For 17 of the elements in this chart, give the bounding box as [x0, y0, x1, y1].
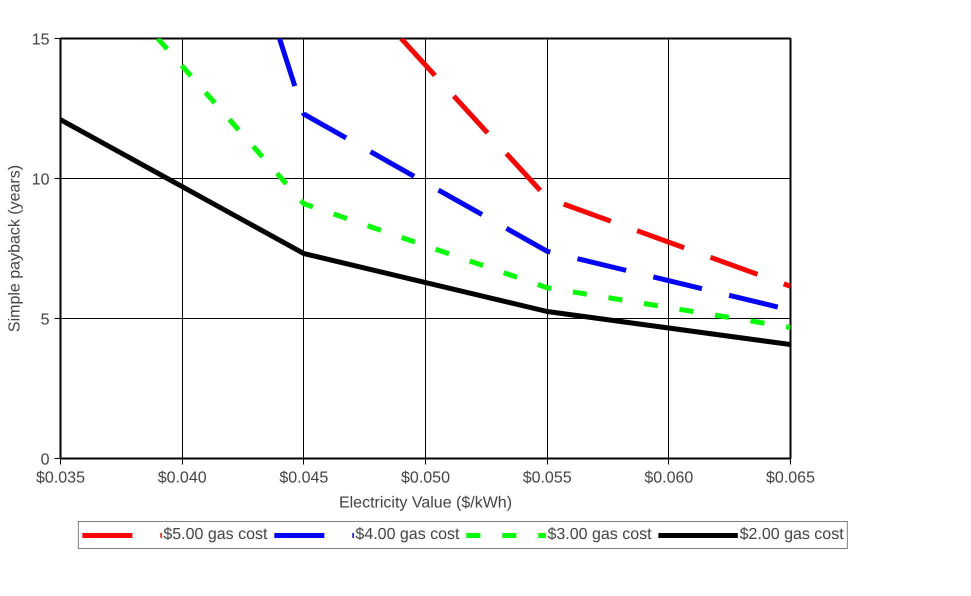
legend-label: $2.00 gas cost [740, 526, 844, 544]
x-tick-label: $0.035 [36, 470, 86, 486]
x-axis-title: Electricity Value ($/kWh) [338, 494, 512, 512]
y-tick-label: 15 [32, 32, 50, 48]
y-tick-label: 5 [40, 312, 50, 328]
legend-label: $4.00 gas cost [355, 526, 460, 544]
legend-label: $5.00 gas cost [163, 526, 268, 544]
x-tick-label: $0.050 [401, 470, 450, 486]
y-tick-label: 0 [40, 452, 50, 468]
x-tick-label: $0.045 [279, 470, 328, 486]
x-tick-label: $0.065 [766, 470, 816, 486]
x-tick-label: $0.055 [522, 470, 572, 486]
y-axis-title: Simple payback (years) [6, 164, 24, 332]
x-tick-label: $0.060 [644, 470, 694, 486]
y-tick-label: 10 [32, 172, 50, 188]
legend-label: $3.00 gas cost [548, 526, 652, 544]
x-tick-label: $0.040 [158, 470, 207, 486]
